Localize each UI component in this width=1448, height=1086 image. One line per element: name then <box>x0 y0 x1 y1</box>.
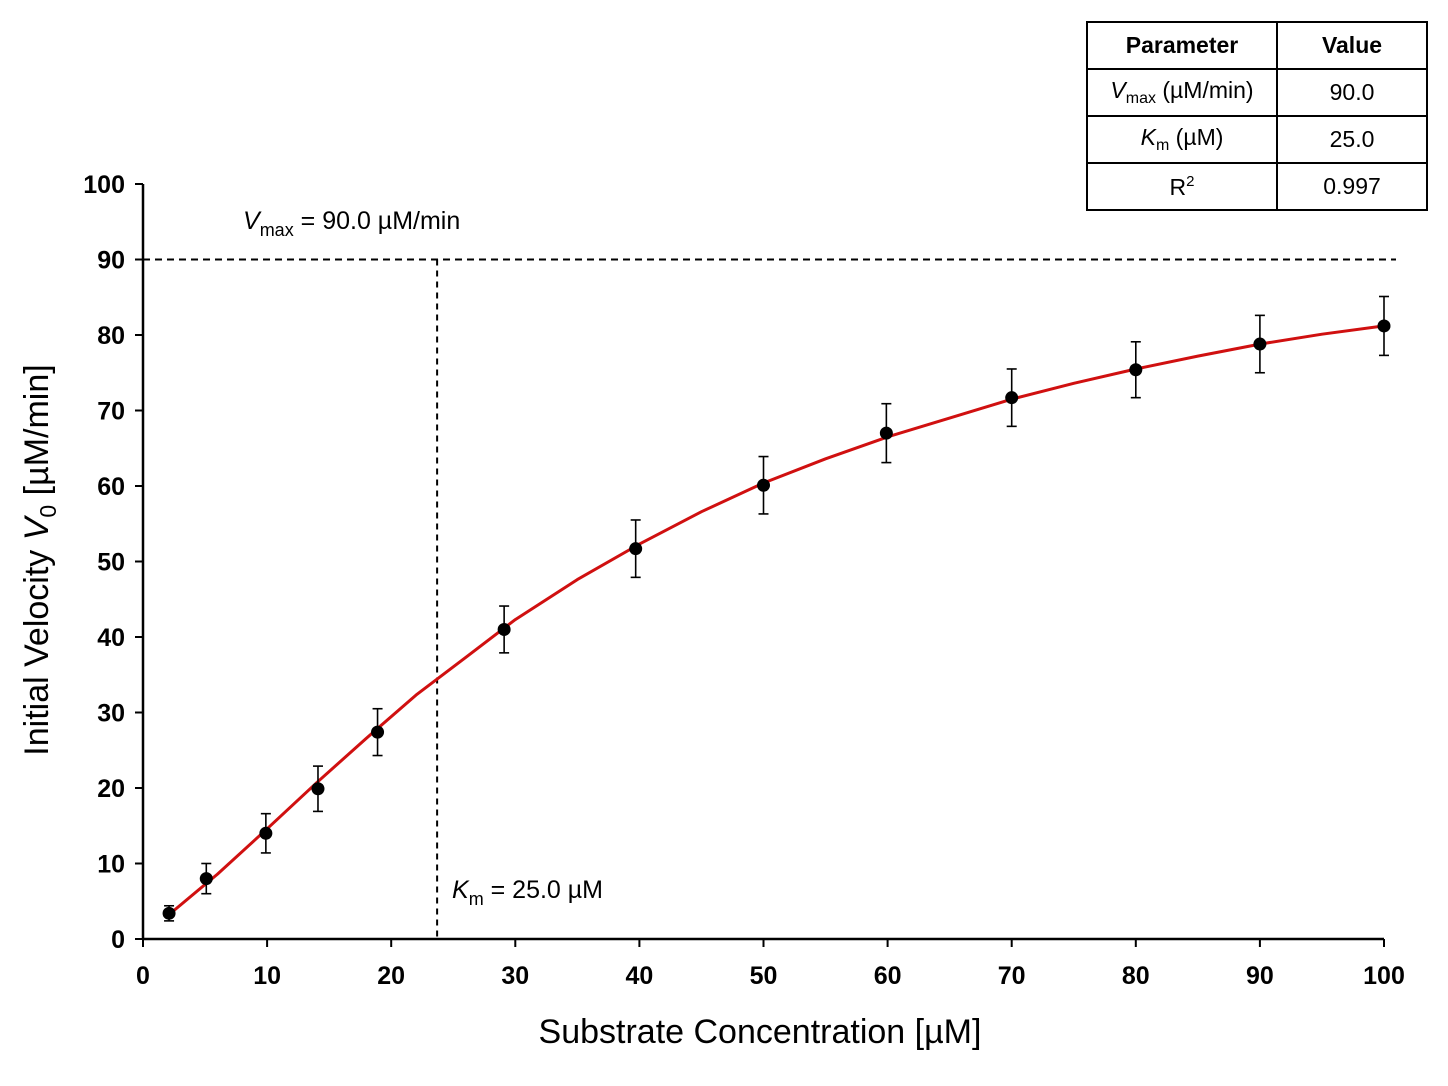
param-name-km: Km (µM) <box>1086 115 1278 164</box>
y-tick-label-3: 30 <box>97 700 125 728</box>
data-point-0 <box>162 906 176 920</box>
data-point-2 <box>259 826 273 840</box>
vmax-annotation-sub: max <box>260 220 294 240</box>
km-annotation: Km = 25.0 µM <box>452 876 603 909</box>
param-name-vmax: Vmax (µM/min) <box>1086 68 1278 117</box>
data-point-12 <box>1377 319 1391 333</box>
x-tick-label-7: 70 <box>998 962 1026 990</box>
fit-curve <box>166 324 1385 917</box>
y-tick-label-4: 40 <box>97 624 125 652</box>
parameter-table-header: Parameter Value <box>1086 21 1428 70</box>
axes: 0 10 20 30 40 50 60 70 80 90 100 0 10 20 30 40 50 60 70 80 9… <box>83 171 1405 990</box>
vmax-annotation-var: V <box>243 207 262 235</box>
x-tick-label-10: 100 <box>1363 962 1405 990</box>
param-value-r2: 0.997 <box>1276 162 1428 211</box>
vmax-annotation: Vmax = 90.0 µM/min <box>243 207 460 240</box>
y-axis-title-sub: 0 <box>35 505 61 518</box>
x-tick-label-1: 10 <box>253 962 281 990</box>
data-point-11 <box>1253 337 1267 351</box>
y-tick-label-7: 70 <box>97 398 125 426</box>
header-value: Value <box>1276 21 1428 70</box>
param-var-km: K <box>1140 124 1156 150</box>
plot-area <box>143 258 1396 939</box>
param-sup-r2: 2 <box>1186 172 1195 190</box>
y-tick-label-0: 0 <box>111 926 125 954</box>
param-sub-km: m <box>1155 137 1170 154</box>
x-tick-label-8: 80 <box>1122 962 1150 990</box>
km-annotation-var: K <box>452 876 470 904</box>
header-parameter: Parameter <box>1086 21 1278 70</box>
km-annotation-text: = 25.0 µM <box>484 876 603 904</box>
param-value-km: 25.0 <box>1276 115 1428 164</box>
y-axis-title-var: V <box>18 514 56 540</box>
y-axis-title-unit: [µM/min] <box>18 364 56 504</box>
table-row-km: Km (µM) 25.0 <box>1086 115 1428 164</box>
parameter-table: Parameter Value Vmax (µM/min) 90.0 Km (µ… <box>1086 21 1428 211</box>
x-tick-label-4: 40 <box>625 962 653 990</box>
x-axis-title: Substrate Concentration [µM] <box>539 1013 982 1051</box>
param-var-vmax: V <box>1110 77 1126 103</box>
km-annotation-sub: m <box>469 889 484 909</box>
x-tick-label-3: 30 <box>501 962 529 990</box>
param-unit-vmax: (µM/min) <box>1156 77 1254 103</box>
param-value-vmax: 90.0 <box>1276 68 1428 117</box>
data-point-1 <box>199 872 213 886</box>
y-tick-label-6: 60 <box>97 473 125 501</box>
x-tick-label-6: 60 <box>874 962 902 990</box>
x-tick-label-9: 90 <box>1246 962 1274 990</box>
x-tick-label-2: 20 <box>377 962 405 990</box>
data-point-9 <box>1005 391 1019 405</box>
table-row-r2: R2 0.997 <box>1086 162 1428 211</box>
data-point-7 <box>757 478 770 492</box>
y-axis-title: Initial Velocity V0 [µM/min] <box>18 364 61 755</box>
data-point-4 <box>371 725 385 739</box>
param-var-r2: R <box>1169 173 1187 200</box>
y-axis-title-main: Initial Velocity <box>18 540 56 755</box>
data-point-3 <box>311 782 325 796</box>
x-tick-label-0: 0 <box>136 962 150 990</box>
y-tick-label-2: 20 <box>97 775 125 803</box>
table-row-vmax: Vmax (µM/min) 90.0 <box>1086 68 1428 117</box>
param-unit-km: (µM) <box>1169 124 1224 150</box>
param-name-r2: R2 <box>1086 162 1278 211</box>
y-tick-label-5: 50 <box>97 549 125 577</box>
y-tick-label-1: 10 <box>97 851 125 879</box>
y-tick-label-9: 90 <box>97 247 125 275</box>
data-point-5 <box>497 622 511 636</box>
data-point-6 <box>629 542 643 556</box>
vmax-annotation-text: = 90.0 µM/min <box>294 207 461 235</box>
data-point-8 <box>879 426 893 440</box>
data-point-10 <box>1129 363 1143 377</box>
y-tick-label-10: 100 <box>83 171 125 199</box>
y-tick-label-8: 80 <box>97 322 125 350</box>
x-tick-label-5: 50 <box>750 962 778 990</box>
param-sub-vmax: max <box>1125 90 1156 107</box>
